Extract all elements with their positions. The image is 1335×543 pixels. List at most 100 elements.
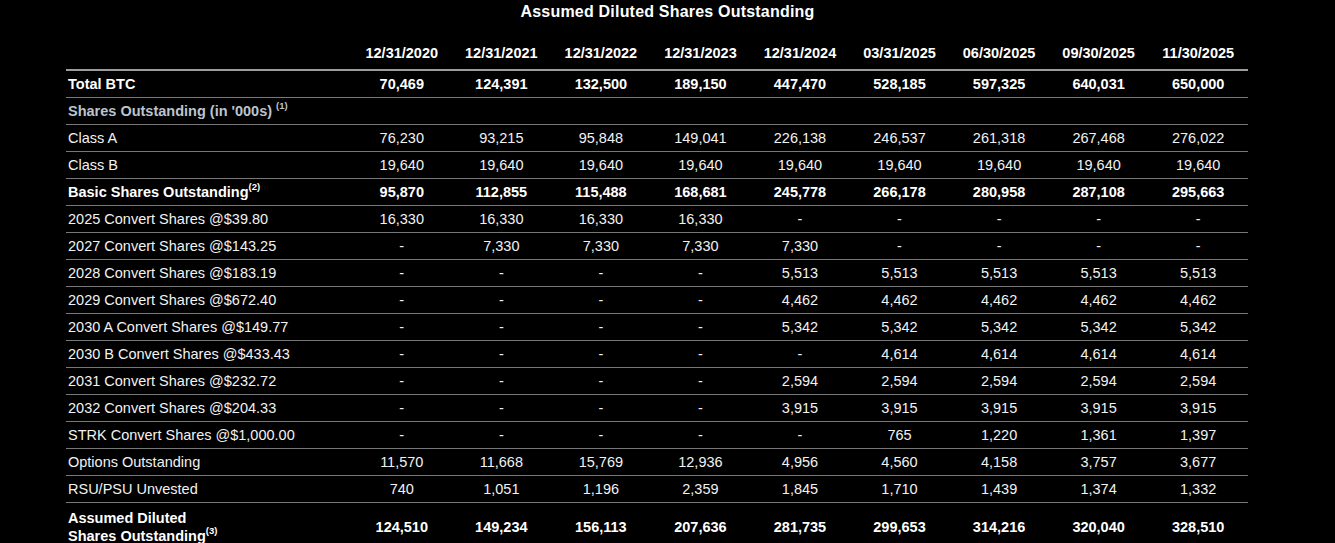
row-label: STRK Convert Shares @$1,000.00 bbox=[66, 422, 352, 449]
value-cell: 4,462 bbox=[750, 287, 850, 314]
value-cell: 246,537 bbox=[850, 125, 950, 152]
table-row: RSU/PSU Unvested7401,0511,1962,3591,8451… bbox=[66, 476, 1248, 503]
corner-cell bbox=[66, 39, 352, 70]
value-cell: - bbox=[651, 422, 751, 449]
value-cell: - bbox=[651, 314, 751, 341]
row-label-text: Basic Shares Outstanding bbox=[68, 184, 249, 200]
value-cell: 1,361 bbox=[1049, 422, 1149, 449]
value-cell: - bbox=[452, 287, 552, 314]
column-header: 09/30/2025 bbox=[1049, 39, 1149, 70]
table-row: 2031 Convert Shares @$232.72----2,5942,5… bbox=[66, 368, 1248, 395]
value-cell: 2,594 bbox=[949, 368, 1049, 395]
value-cell: 276,022 bbox=[1148, 125, 1248, 152]
value-cell: 95,870 bbox=[352, 179, 452, 206]
page-title: Assumed Diluted Shares Outstanding bbox=[0, 0, 1335, 21]
value-cell: 328,510 bbox=[1148, 503, 1248, 543]
value-cell: 76,230 bbox=[352, 125, 452, 152]
value-cell: - bbox=[352, 422, 452, 449]
value-cell: 3,915 bbox=[850, 395, 950, 422]
value-cell: - bbox=[651, 368, 751, 395]
value-cell: 4,614 bbox=[1148, 341, 1248, 368]
value-cell: 3,915 bbox=[1049, 395, 1149, 422]
value-cell: - bbox=[551, 422, 651, 449]
row-label-text: 2027 Convert Shares @$143.25 bbox=[68, 238, 276, 254]
table-row: 2027 Convert Shares @$143.25-7,3307,3307… bbox=[66, 233, 1248, 260]
value-cell: - bbox=[352, 395, 452, 422]
value-cell: 5,342 bbox=[1049, 314, 1149, 341]
value-cell: 7,330 bbox=[551, 233, 651, 260]
value-cell: 70,469 bbox=[352, 70, 452, 98]
value-cell: 650,000 bbox=[1148, 70, 1248, 98]
shares-table-container: 12/31/202012/31/202112/31/202212/31/2023… bbox=[66, 39, 1248, 543]
value-cell: 95,848 bbox=[551, 125, 651, 152]
value-cell: 19,640 bbox=[850, 152, 950, 179]
value-cell: 16,330 bbox=[352, 206, 452, 233]
value-cell: 1,397 bbox=[1148, 422, 1248, 449]
value-cell: 12,936 bbox=[651, 449, 751, 476]
column-header: 12/31/2024 bbox=[750, 39, 850, 70]
value-cell: 1,439 bbox=[949, 476, 1049, 503]
table-row: 2025 Convert Shares @$39.8016,33016,3301… bbox=[66, 206, 1248, 233]
value-cell: - bbox=[352, 287, 452, 314]
row-label-text: Class A bbox=[68, 130, 117, 146]
value-cell: - bbox=[452, 260, 552, 287]
value-cell: - bbox=[551, 368, 651, 395]
value-cell: 124,391 bbox=[452, 70, 552, 98]
value-cell: 1,196 bbox=[551, 476, 651, 503]
row-label-text: 2025 Convert Shares @$39.80 bbox=[68, 211, 268, 227]
value-cell: - bbox=[651, 341, 751, 368]
row-label-text: 2028 Convert Shares @$183.19 bbox=[68, 265, 276, 281]
value-cell: - bbox=[352, 314, 452, 341]
value-cell: - bbox=[352, 341, 452, 368]
table-row: Class B19,64019,64019,64019,64019,64019,… bbox=[66, 152, 1248, 179]
value-cell: 287,108 bbox=[1049, 179, 1149, 206]
value-cell: 149,234 bbox=[452, 503, 552, 543]
value-cell: 320,040 bbox=[1049, 503, 1149, 543]
value-cell: 3,677 bbox=[1148, 449, 1248, 476]
value-cell: 4,614 bbox=[1049, 341, 1149, 368]
value-cell: - bbox=[1148, 206, 1248, 233]
table-row: Class A76,23093,21595,848149,041226,1382… bbox=[66, 125, 1248, 152]
value-cell: 4,462 bbox=[1049, 287, 1149, 314]
value-cell: - bbox=[949, 233, 1049, 260]
table-row: 2028 Convert Shares @$183.19----5,5135,5… bbox=[66, 260, 1248, 287]
value-cell: 189,150 bbox=[651, 70, 751, 98]
value-cell: 5,513 bbox=[1148, 260, 1248, 287]
value-cell: 5,513 bbox=[1049, 260, 1149, 287]
row-label-text: RSU/PSU Unvested bbox=[68, 481, 198, 497]
value-cell: 19,640 bbox=[949, 152, 1049, 179]
column-header: 11/30/2025 bbox=[1148, 39, 1248, 70]
value-cell: - bbox=[452, 395, 552, 422]
row-label: Assumed DilutedShares Outstanding(3) bbox=[66, 503, 352, 543]
row-label-text: Class B bbox=[68, 157, 118, 173]
value-cell: 168,681 bbox=[651, 179, 751, 206]
row-label: Class B bbox=[66, 152, 352, 179]
row-label: 2025 Convert Shares @$39.80 bbox=[66, 206, 352, 233]
value-cell: - bbox=[452, 314, 552, 341]
value-cell: 765 bbox=[850, 422, 950, 449]
value-cell: 4,956 bbox=[750, 449, 850, 476]
column-header: 12/31/2023 bbox=[651, 39, 751, 70]
value-cell: 93,215 bbox=[452, 125, 552, 152]
value-cell: 1,051 bbox=[452, 476, 552, 503]
value-cell: 1,220 bbox=[949, 422, 1049, 449]
row-label-text: 2031 Convert Shares @$232.72 bbox=[68, 373, 276, 389]
row-label-text: Options Outstanding bbox=[68, 454, 200, 470]
value-cell: 1,374 bbox=[1049, 476, 1149, 503]
column-header: 06/30/2025 bbox=[949, 39, 1049, 70]
header-row: 12/31/202012/31/202112/31/202212/31/2023… bbox=[66, 39, 1248, 70]
value-cell: - bbox=[1148, 233, 1248, 260]
value-cell: 19,640 bbox=[1049, 152, 1149, 179]
value-cell: 7,330 bbox=[651, 233, 751, 260]
value-cell: 16,330 bbox=[651, 206, 751, 233]
value-cell: 740 bbox=[352, 476, 452, 503]
column-header: 12/31/2022 bbox=[551, 39, 651, 70]
value-cell: 3,757 bbox=[1049, 449, 1149, 476]
table-body: Total BTC70,469124,391132,500189,150447,… bbox=[66, 70, 1248, 543]
value-cell: 2,594 bbox=[750, 368, 850, 395]
table-row: Assumed DilutedShares Outstanding(3)124,… bbox=[66, 503, 1248, 543]
value-cell: 5,513 bbox=[750, 260, 850, 287]
value-cell: 4,462 bbox=[949, 287, 1049, 314]
value-cell: 261,318 bbox=[949, 125, 1049, 152]
value-cell: - bbox=[551, 341, 651, 368]
